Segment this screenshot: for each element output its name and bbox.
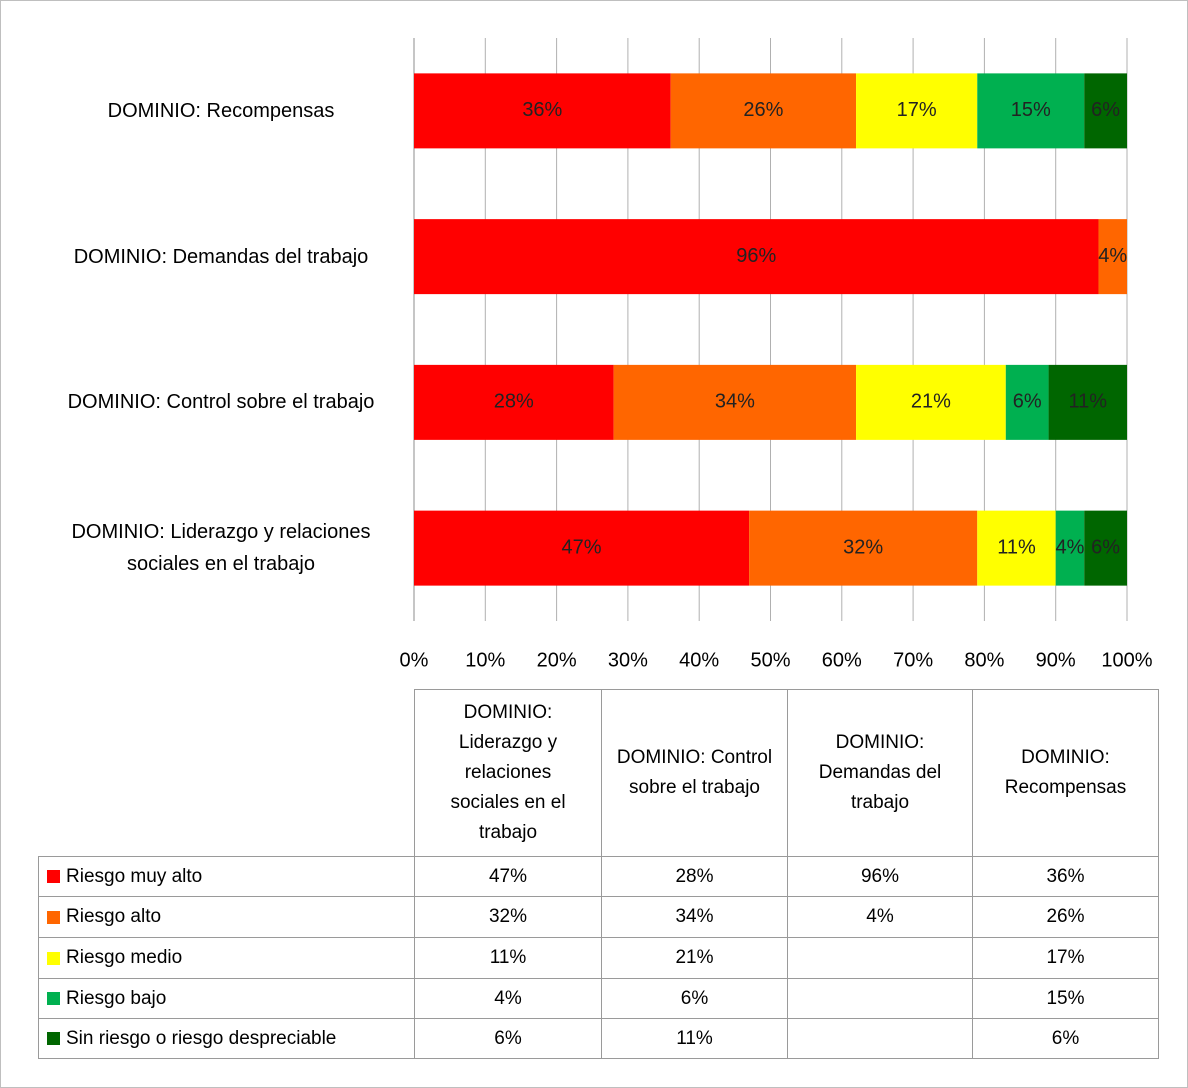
- table-cell: 96%: [787, 856, 973, 897]
- x-tick-label: 100%: [1101, 649, 1152, 671]
- table-header: DOMINIO: Control sobre el trabajo: [601, 689, 788, 857]
- category-label: DOMINIO: Control sobre el trabajo: [67, 391, 375, 414]
- x-tick-label: 20%: [537, 649, 577, 671]
- bar-segment: [1005, 364, 1049, 440]
- data-label: 4%: [1098, 245, 1127, 267]
- bar-segment: [1048, 364, 1127, 440]
- bar-segment: [856, 364, 1006, 440]
- table-cell: 26%: [972, 896, 1159, 938]
- table-cell: [787, 1018, 973, 1059]
- data-label: 21%: [911, 391, 951, 413]
- table-cell: 4%: [787, 896, 973, 938]
- data-label: 6%: [1091, 536, 1120, 558]
- legend-label: Riesgo medio: [66, 947, 183, 968]
- x-tick-label: 30%: [608, 649, 648, 671]
- legend-label: Riesgo bajo: [66, 987, 167, 1009]
- table-header: DOMINIO: Liderazgo y relaciones sociales…: [414, 689, 602, 857]
- table-row-label: Riesgo medio: [38, 937, 415, 979]
- bar-segment: [414, 219, 1099, 295]
- table-cell: 32%: [414, 896, 602, 938]
- data-label: 17%: [897, 99, 937, 121]
- table-cell: 4%: [414, 978, 602, 1019]
- bar-segment: [749, 510, 978, 586]
- bar-segment: [1055, 510, 1085, 586]
- x-tick-label: 80%: [964, 649, 1004, 671]
- table-row-label: Sin riesgo o riesgo despreciable: [38, 1018, 415, 1059]
- x-tick-label: 10%: [465, 649, 505, 671]
- table-header: DOMINIO: Recompensas: [972, 689, 1159, 857]
- data-label: 6%: [1013, 391, 1042, 413]
- table-cell: 36%: [972, 856, 1159, 897]
- table-cell: 6%: [414, 1018, 602, 1059]
- table-cell: 34%: [601, 896, 788, 938]
- bar-segment: [856, 73, 978, 149]
- data-label: 34%: [715, 391, 755, 413]
- legend-key: [47, 1032, 60, 1045]
- x-tick-label: 60%: [822, 649, 862, 671]
- x-tick-label: 0%: [400, 649, 429, 671]
- legend-label: Sin riesgo o riesgo despreciable: [66, 1027, 337, 1049]
- data-label: 6%: [1091, 99, 1120, 121]
- data-label: 96%: [736, 245, 776, 267]
- data-label: 11%: [997, 536, 1036, 558]
- bar-segment: [1084, 73, 1127, 149]
- bar-segment: [414, 510, 750, 586]
- x-tick-label: 70%: [893, 649, 933, 671]
- data-label: 32%: [843, 536, 883, 558]
- legend-label: Riesgo muy alto: [66, 865, 203, 887]
- table-row-label: Riesgo bajo: [38, 978, 415, 1019]
- data-label: 26%: [743, 99, 783, 121]
- bar-segment: [670, 73, 857, 149]
- data-label: 28%: [494, 391, 534, 413]
- table-cell: 6%: [601, 978, 788, 1019]
- table-cell: 11%: [601, 1018, 788, 1059]
- bar-segment: [1098, 219, 1127, 295]
- category-label: DOMINIO: Liderazgo y relaciones sociales…: [71, 521, 371, 576]
- bar-segment: [613, 364, 857, 440]
- table-cell: [787, 937, 973, 979]
- bar-segment: [414, 73, 671, 149]
- legend-key: [47, 992, 60, 1005]
- table-cell: 6%: [972, 1018, 1159, 1059]
- legend-label: Riesgo alto: [66, 906, 162, 927]
- bar-segment: [1084, 510, 1127, 586]
- table-cell: [787, 978, 973, 1019]
- data-label: 11%: [1069, 391, 1108, 413]
- table-row-label: Riesgo alto: [38, 896, 415, 938]
- table-cell: 15%: [972, 978, 1159, 1019]
- bar-segment: [977, 510, 1056, 586]
- table-cell: 17%: [972, 937, 1159, 979]
- category-label: DOMINIO: Demandas del trabajo: [73, 245, 369, 268]
- data-label: 4%: [1056, 536, 1085, 558]
- data-label: 36%: [522, 99, 562, 121]
- table-cell: 21%: [601, 937, 788, 979]
- table-cell: 28%: [601, 856, 788, 897]
- data-label: 15%: [1011, 99, 1051, 121]
- legend-key: [47, 910, 60, 924]
- category-label: DOMINIO: Recompensas: [107, 99, 335, 122]
- table-cell: 11%: [414, 937, 602, 979]
- legend-key: [47, 870, 60, 883]
- bar-segment: [414, 364, 614, 440]
- data-label: 47%: [562, 536, 602, 558]
- x-tick-label: 90%: [1036, 649, 1076, 671]
- legend-key: [47, 951, 60, 965]
- bar-segment: [977, 73, 1085, 149]
- x-tick-label: 50%: [750, 649, 790, 671]
- table-row-label: Riesgo muy alto: [38, 856, 415, 897]
- table-header: DOMINIO: Demandas del trabajo: [787, 689, 973, 857]
- table-cell: 47%: [414, 856, 602, 897]
- x-tick-label: 40%: [679, 649, 719, 671]
